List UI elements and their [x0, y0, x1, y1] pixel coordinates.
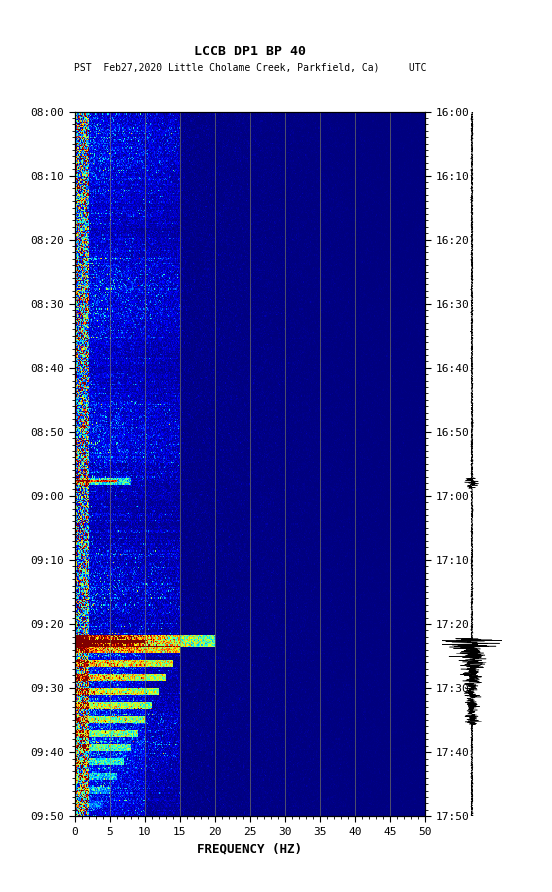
- Text: ≋USGS: ≋USGS: [10, 18, 47, 31]
- X-axis label: FREQUENCY (HZ): FREQUENCY (HZ): [197, 842, 302, 855]
- Text: LCCB DP1 BP 40: LCCB DP1 BP 40: [194, 45, 306, 58]
- Text: PST  Feb27,2020 Little Cholame Creek, Parkfield, Ca)     UTC: PST Feb27,2020 Little Cholame Creek, Par…: [73, 62, 426, 73]
